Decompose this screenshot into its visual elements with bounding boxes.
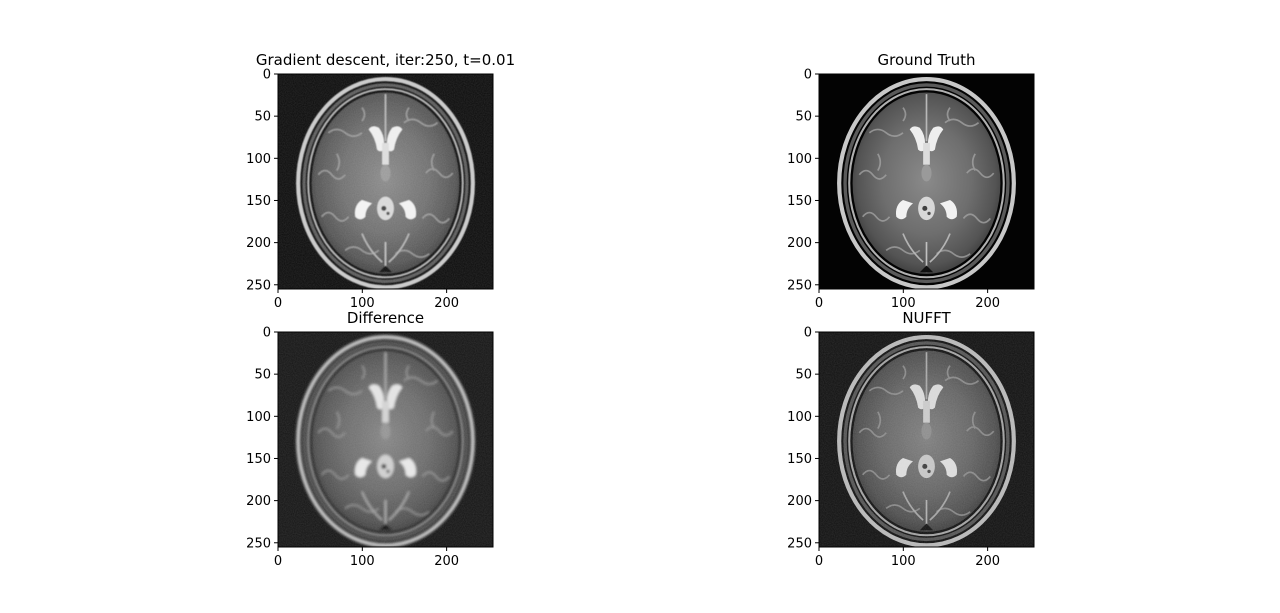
y-tick-label: 150 — [787, 194, 812, 209]
x-tick-label: 0 — [815, 296, 823, 311]
subplot-1: Gradient descent, iter:250, t=0.01050100… — [246, 51, 515, 311]
axes-frame — [818, 73, 1035, 290]
x-tick-label: 200 — [434, 554, 459, 569]
y-tick-label: 200 — [787, 494, 812, 509]
x-tick-label: 100 — [350, 296, 375, 311]
y-tick-label: 250 — [787, 278, 812, 293]
y-tick-label: 100 — [787, 410, 812, 425]
axes-frame — [277, 331, 494, 548]
image-noise — [278, 332, 493, 547]
x-tick-label: 200 — [975, 554, 1000, 569]
x-tick-label: 200 — [434, 296, 459, 311]
subplot-title: Ground Truth — [878, 51, 976, 69]
subplot-title: NUFFT — [902, 309, 951, 327]
y-tick-label: 0 — [804, 326, 812, 341]
mri-image — [819, 332, 1034, 547]
subplot-title: Difference — [347, 309, 424, 327]
axes-frame — [818, 331, 1035, 548]
x-tick-label: 0 — [274, 554, 282, 569]
image-noise — [819, 332, 1034, 547]
y-tick-label: 0 — [804, 68, 812, 83]
image-noise — [278, 74, 493, 289]
y-tick-label: 50 — [795, 110, 812, 125]
y-tick-label: 150 — [246, 194, 271, 209]
y-tick-label: 100 — [787, 152, 812, 167]
y-tick-label: 50 — [795, 368, 812, 383]
y-tick-label: 100 — [246, 410, 271, 425]
y-tick-label: 250 — [246, 536, 271, 551]
x-tick-label: 100 — [891, 296, 916, 311]
y-tick-label: 0 — [263, 326, 271, 341]
x-tick-label: 200 — [975, 296, 1000, 311]
mri-image — [278, 332, 493, 547]
subplot-title: Gradient descent, iter:250, t=0.01 — [256, 51, 515, 69]
y-tick-label: 200 — [246, 236, 271, 251]
mri-image — [278, 74, 493, 289]
y-tick-label: 0 — [263, 68, 271, 83]
y-tick-label: 50 — [254, 368, 271, 383]
x-tick-label: 100 — [891, 554, 916, 569]
x-tick-label: 100 — [350, 554, 375, 569]
x-tick-label: 0 — [274, 296, 282, 311]
mri-image-content — [839, 79, 1014, 287]
mri-image — [839, 79, 1014, 287]
y-tick-label: 100 — [246, 152, 271, 167]
brain-slice — [839, 79, 1014, 287]
y-tick-label: 200 — [246, 494, 271, 509]
y-tick-label: 200 — [787, 236, 812, 251]
x-tick-label: 0 — [815, 554, 823, 569]
y-tick-label: 250 — [246, 278, 271, 293]
y-tick-label: 50 — [254, 110, 271, 125]
y-tick-label: 150 — [246, 452, 271, 467]
y-tick-label: 250 — [787, 536, 812, 551]
y-tick-label: 150 — [787, 452, 812, 467]
axes-frame — [277, 73, 494, 290]
